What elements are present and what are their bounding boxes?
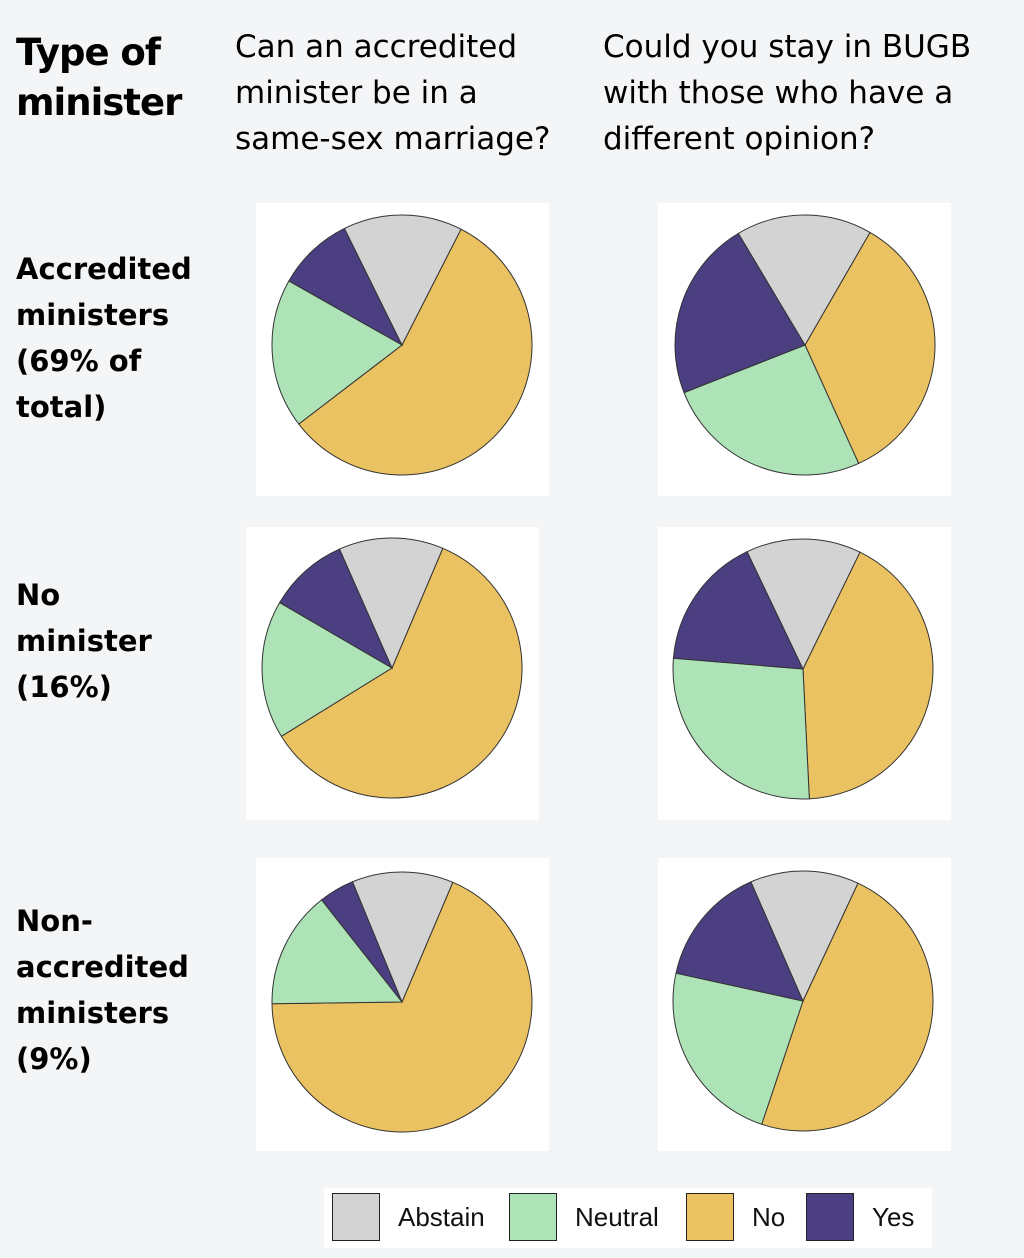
pie-slice-neutral (271, 899, 404, 1005)
pie-chart (672, 870, 934, 1132)
pie-slice-abstain (746, 538, 861, 671)
pie-slice-no (271, 881, 533, 1133)
pie-slice-abstain (343, 214, 462, 347)
pie-slice-neutral (672, 657, 810, 800)
label-line: total) (16, 390, 107, 424)
label-line: ministers (16, 298, 170, 332)
legend-swatch (686, 1193, 734, 1241)
label-line: No (16, 578, 61, 612)
row-label-accredited: Accredited ministers (69% of total) (16, 246, 192, 430)
pie-slice-no (280, 547, 523, 799)
pie-slice-abstain (338, 537, 444, 670)
label-line: ministers (16, 996, 170, 1030)
header-line: different opinion? (603, 121, 876, 157)
pie-slice-no (761, 882, 934, 1132)
label-line: minister (16, 624, 152, 658)
pie-slice-neutral (672, 972, 804, 1125)
pie-chart (674, 214, 936, 476)
legend: Abstain Neutral No Yes (324, 1188, 932, 1248)
pie-chart (672, 538, 934, 800)
pie-panel (658, 858, 951, 1151)
pie-panel (256, 858, 549, 1151)
pie-slice-abstain (750, 870, 859, 1003)
header-line: minister be in a (235, 75, 478, 111)
legend-swatch (332, 1193, 380, 1241)
legend-swatch (509, 1193, 557, 1241)
column-header-question-1: Can an accredited minister be in a same-… (235, 24, 550, 162)
row-label-no-minister: No minister (16%) (16, 572, 152, 710)
legend-item-neutral: Neutral (509, 1192, 659, 1242)
pie-slice-yes (672, 550, 804, 670)
legend-item-yes: Yes (806, 1192, 914, 1242)
pie-slice-no (802, 551, 934, 800)
row-label-non-accredited: Non- accredited ministers (9%) (16, 898, 189, 1082)
pie-slice-yes (674, 232, 806, 394)
header-line: Can an accredited (235, 29, 518, 65)
header-line: same-sex marriage? (235, 121, 551, 157)
legend-item-abstain: Abstain (332, 1192, 485, 1242)
label-line: Non- (16, 904, 93, 938)
label-line: (9%) (16, 1042, 92, 1076)
pie-slice-yes (675, 881, 804, 1002)
pie-slice-yes (278, 548, 394, 670)
pie-slice-neutral (261, 601, 393, 738)
pie-chart (271, 214, 533, 476)
label-line: accredited (16, 950, 189, 984)
header-line: with those who have a (603, 75, 954, 111)
row-header-title: Type of minister (16, 28, 182, 128)
legend-swatch (806, 1193, 854, 1241)
column-header-question-2: Could you stay in BUGB with those who ha… (603, 24, 971, 162)
pie-chart (271, 871, 533, 1133)
pie-slice-abstain (351, 871, 454, 1004)
header-line: Type of (16, 31, 161, 74)
pie-panel (658, 527, 951, 820)
pie-panel (246, 527, 539, 820)
legend-item-no: No (686, 1192, 785, 1242)
label-line: (16%) (16, 670, 112, 704)
legend-label: No (752, 1201, 786, 1232)
legend-label: Abstain (398, 1201, 485, 1232)
pie-slice-no (804, 231, 936, 465)
label-line: Accredited (16, 252, 192, 286)
legend-label: Neutral (575, 1201, 659, 1232)
pie-panel (256, 203, 549, 496)
pie-slice-yes (288, 227, 404, 347)
pie-slice-neutral (683, 344, 860, 476)
header-line: minister (16, 81, 182, 124)
label-line: (69% of (16, 344, 142, 378)
pie-slice-no (298, 228, 533, 476)
pie-slice-abstain (737, 214, 871, 346)
pie-chart (261, 537, 523, 799)
header-line: Could you stay in BUGB (603, 29, 972, 65)
pie-slice-neutral (271, 280, 403, 425)
pie-panel (658, 203, 951, 496)
legend-label: Yes (872, 1201, 915, 1232)
